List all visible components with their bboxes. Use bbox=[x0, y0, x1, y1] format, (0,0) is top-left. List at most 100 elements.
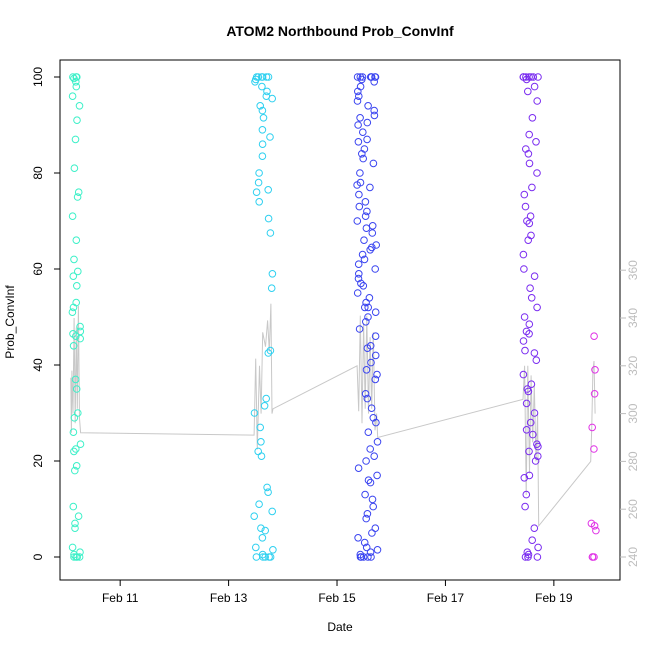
data-point-3-55 bbox=[520, 474, 529, 482]
y2-tick-label-240: 240 bbox=[626, 547, 640, 567]
data-point-0-40 bbox=[71, 519, 79, 528]
y-axis-label: Prob_ConvInf bbox=[3, 285, 17, 359]
data-point-3-2 bbox=[527, 73, 535, 81]
data-point-3-4 bbox=[525, 73, 533, 81]
data-point-2-66 bbox=[362, 366, 371, 374]
data-point-2-26 bbox=[369, 159, 378, 168]
data-point-2-42 bbox=[368, 243, 376, 252]
data-point-1-34 bbox=[257, 438, 265, 446]
data-point-2-74 bbox=[364, 428, 373, 437]
y2-tick-label-340: 340 bbox=[626, 308, 640, 328]
data-point-1-20 bbox=[254, 178, 263, 187]
data-point-2-24 bbox=[358, 150, 366, 158]
data-point-4-10 bbox=[588, 553, 597, 561]
data-point-1-26 bbox=[268, 270, 277, 278]
data-point-3-27 bbox=[520, 265, 528, 273]
data-point-2-7 bbox=[371, 73, 379, 81]
data-point-2-6 bbox=[366, 73, 375, 81]
data-point-0-36 bbox=[72, 462, 81, 470]
data-point-3-32 bbox=[520, 313, 529, 321]
data-point-0-29 bbox=[72, 385, 81, 393]
data-point-2-90 bbox=[354, 534, 362, 542]
data-point-1-29 bbox=[264, 349, 273, 357]
data-point-3-13 bbox=[532, 138, 540, 146]
data-point-2-83 bbox=[361, 490, 369, 499]
data-point-3-22 bbox=[523, 217, 531, 225]
data-point-1-30 bbox=[262, 394, 271, 403]
data-point-1-52 bbox=[265, 553, 273, 561]
data-point-2-57 bbox=[371, 308, 380, 317]
data-point-2-43 bbox=[366, 246, 375, 254]
data-point-2-32 bbox=[361, 198, 370, 206]
data-point-0-13 bbox=[68, 212, 77, 220]
data-point-3-63 bbox=[524, 553, 532, 561]
data-point-0-23 bbox=[76, 327, 85, 336]
data-point-0-25 bbox=[72, 332, 80, 341]
data-point-1-24 bbox=[264, 214, 273, 223]
chart-title: ATOM2 Northbound Prob_ConvInf bbox=[226, 23, 454, 39]
data-point-3-25 bbox=[524, 236, 533, 244]
data-point-3-51 bbox=[525, 447, 533, 456]
data-point-2-38 bbox=[362, 224, 371, 232]
data-point-4-8 bbox=[590, 553, 598, 561]
data-point-2-82 bbox=[366, 478, 375, 487]
data-point-1-36 bbox=[257, 452, 266, 461]
data-point-0-41 bbox=[71, 524, 79, 533]
data-point-0-45 bbox=[75, 553, 84, 561]
data-point-2-63 bbox=[363, 344, 372, 353]
data-point-3-45 bbox=[530, 409, 539, 417]
data-point-0-20 bbox=[69, 303, 78, 312]
data-point-2-73 bbox=[372, 418, 380, 427]
data-point-1-42 bbox=[257, 524, 265, 533]
data-point-2-77 bbox=[370, 452, 379, 461]
data-point-2-8 bbox=[358, 75, 366, 84]
data-point-2-48 bbox=[355, 270, 363, 278]
data-point-0-34 bbox=[72, 445, 80, 453]
data-point-1-13 bbox=[258, 106, 267, 115]
data-point-0-28 bbox=[71, 375, 80, 384]
data-point-2-46 bbox=[354, 260, 363, 269]
data-point-3-52 bbox=[534, 452, 542, 461]
data-point-1-22 bbox=[252, 188, 261, 196]
data-point-1-14 bbox=[259, 114, 268, 122]
data-point-1-2 bbox=[262, 73, 271, 81]
data-point-2-33 bbox=[355, 202, 364, 211]
data-point-1-28 bbox=[266, 346, 275, 355]
data-point-1-18 bbox=[258, 152, 267, 160]
data-point-2-37 bbox=[368, 222, 377, 230]
data-point-2-9 bbox=[370, 78, 379, 86]
data-point-3-58 bbox=[530, 524, 539, 533]
data-point-1-12 bbox=[256, 102, 265, 110]
data-point-2-35 bbox=[361, 212, 370, 220]
data-point-2-51 bbox=[359, 282, 368, 290]
data-point-2-39 bbox=[368, 229, 377, 237]
data-point-3-43 bbox=[524, 387, 533, 396]
data-point-3-64 bbox=[521, 553, 530, 561]
x-tick-label-15: Feb 15 bbox=[318, 591, 356, 605]
data-point-1-46 bbox=[269, 546, 277, 554]
data-point-2-15 bbox=[370, 106, 379, 115]
axes-layer: 0 20 40 60 80 100 240 260 280 300 320 340 360 Feb 11 F… bbox=[31, 67, 640, 605]
data-point-2-50 bbox=[357, 279, 365, 288]
data-point-4-0 bbox=[590, 332, 598, 341]
data-point-0-27 bbox=[69, 342, 78, 350]
data-point-1-9 bbox=[263, 87, 271, 96]
data-point-2-65 bbox=[367, 358, 375, 367]
plot-frame bbox=[59, 59, 621, 581]
data-point-0-8 bbox=[73, 116, 81, 124]
data-point-3-44 bbox=[522, 399, 531, 408]
data-point-2-49 bbox=[354, 274, 363, 283]
data-point-0-12 bbox=[73, 193, 82, 201]
data-point-1-49 bbox=[261, 553, 270, 561]
data-point-3-38 bbox=[530, 349, 539, 357]
data-point-2-70 bbox=[363, 394, 372, 403]
data-point-2-40 bbox=[360, 236, 368, 244]
data-point-2-71 bbox=[367, 404, 376, 413]
data-point-1-5 bbox=[258, 73, 267, 81]
data-point-2-19 bbox=[354, 121, 362, 129]
data-point-2-96 bbox=[367, 553, 375, 561]
data-point-3-36 bbox=[519, 337, 528, 345]
data-point-3-35 bbox=[525, 330, 533, 338]
data-point-3-6 bbox=[529, 73, 538, 81]
data-point-3-65 bbox=[533, 553, 542, 561]
